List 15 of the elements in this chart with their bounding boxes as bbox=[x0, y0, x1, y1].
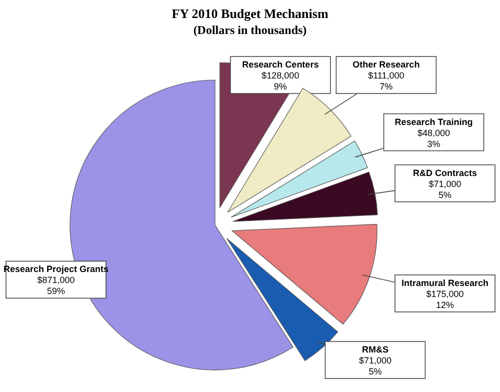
chart-subtitle: (Dollars in thousands) bbox=[193, 23, 307, 37]
chart-title: FY 2010 Budget Mechanism bbox=[172, 6, 328, 21]
data-label: $871,000 59% bbox=[37, 275, 75, 296]
data-label: $48,000 3% bbox=[417, 128, 450, 149]
data-label: $111,000 7% bbox=[368, 70, 404, 92]
data-label: $175,000 12% bbox=[426, 288, 464, 310]
slice-label: Intramural Research bbox=[401, 278, 489, 288]
slice-label: Other Research bbox=[352, 60, 420, 70]
data-label: $71,000 5% bbox=[358, 356, 392, 376]
slice-label: R&D Contracts bbox=[412, 168, 478, 178]
data-label: $71,000 5% bbox=[428, 178, 462, 200]
data-label: $128,000 9% bbox=[262, 70, 300, 92]
slice-label: Research Centers bbox=[242, 60, 319, 70]
slice-label: Research Training bbox=[394, 116, 473, 127]
slice-label: RM&S bbox=[362, 344, 388, 354]
